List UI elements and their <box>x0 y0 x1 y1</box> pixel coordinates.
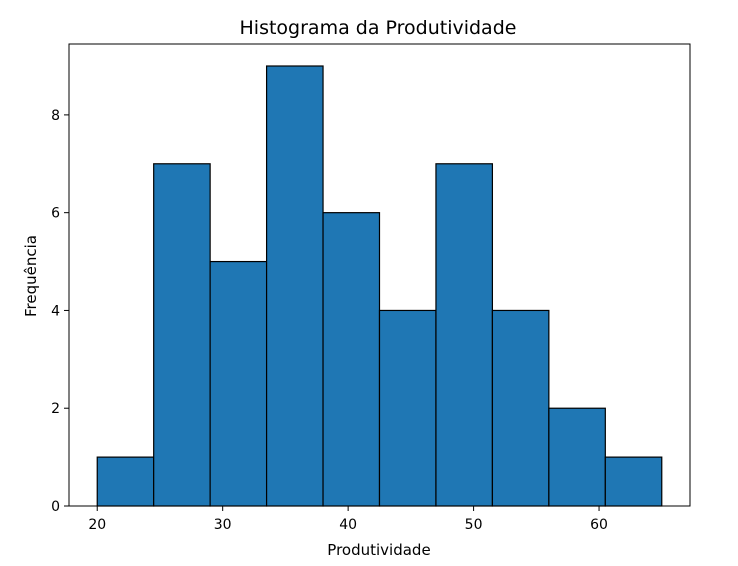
bars-group <box>96 65 663 507</box>
x-tick-label: 60 <box>590 517 608 533</box>
histogram-bar <box>435 163 494 507</box>
x-tick-label: 40 <box>339 517 357 533</box>
x-axis-ticks: 20 30 40 50 60 <box>88 506 608 533</box>
y-axis-ticks: 0 2 4 6 8 <box>51 108 69 515</box>
plot-frame <box>68 43 691 507</box>
y-tick-label: 8 <box>51 108 60 124</box>
histogram-bar <box>491 309 550 507</box>
histogram-bar <box>96 456 155 507</box>
histogram-bar <box>378 309 437 507</box>
y-tick-label: 4 <box>51 303 60 319</box>
histogram-bar <box>604 456 663 507</box>
x-tick-label: 50 <box>465 517 483 533</box>
chart-title: Histograma da Produtividade <box>240 17 517 39</box>
histogram-bar <box>548 407 606 507</box>
y-tick-label: 6 <box>51 206 60 222</box>
x-axis-label: Produtividade <box>327 541 430 559</box>
y-axis-label: Frequência <box>22 235 40 317</box>
histogram-bar <box>153 163 211 507</box>
histogram-bar <box>322 212 381 507</box>
histogram-bar <box>265 65 324 507</box>
x-tick-label: 20 <box>88 517 106 533</box>
x-tick-label: 30 <box>214 517 232 533</box>
histogram-bar <box>209 260 268 507</box>
y-tick-label: 2 <box>51 401 60 417</box>
y-tick-label: 0 <box>51 499 60 515</box>
